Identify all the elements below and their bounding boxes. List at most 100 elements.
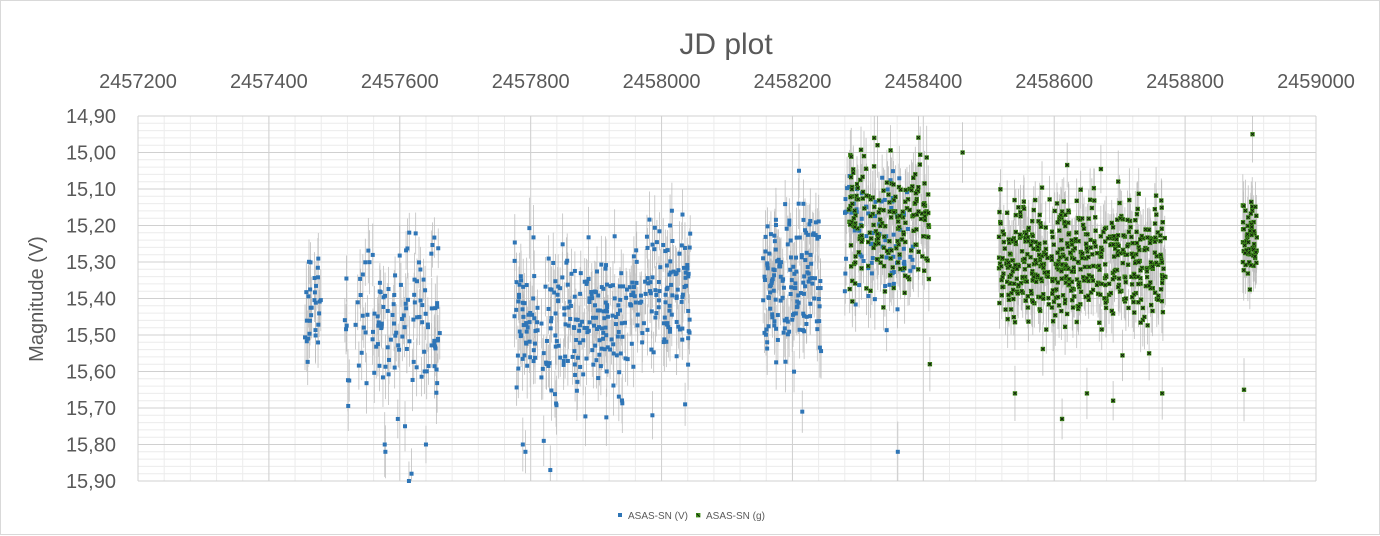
- data-point: [1145, 235, 1149, 239]
- data-point: [318, 300, 322, 304]
- data-point: [1007, 298, 1011, 302]
- data-point: [1083, 265, 1087, 269]
- data-point: [584, 357, 588, 361]
- data-point: [620, 321, 624, 325]
- data-point: [604, 333, 608, 337]
- data-point: [572, 349, 576, 353]
- data-point: [768, 284, 772, 288]
- data-point: [387, 372, 391, 376]
- data-point: [577, 329, 581, 333]
- data-point: [650, 413, 654, 417]
- data-point: [1063, 224, 1067, 228]
- data-point: [1040, 185, 1044, 189]
- data-point: [802, 292, 806, 296]
- data-point: [1137, 248, 1141, 252]
- data-point: [761, 298, 765, 302]
- data-point: [435, 305, 439, 309]
- x-tick-label: 2458000: [623, 71, 701, 93]
- data-point: [1160, 260, 1164, 264]
- data-point: [1124, 296, 1128, 300]
- data-point: [916, 185, 920, 189]
- data-point: [663, 316, 667, 320]
- data-point: [573, 295, 577, 299]
- data-point: [1113, 246, 1117, 250]
- data-point: [1000, 293, 1004, 297]
- data-point: [1068, 250, 1072, 254]
- data-point: [868, 214, 872, 218]
- data-point: [668, 259, 672, 263]
- data-point: [1111, 399, 1115, 403]
- data-point: [1134, 230, 1138, 234]
- data-point: [346, 404, 350, 408]
- data-point: [569, 304, 573, 308]
- data-point: [1039, 225, 1043, 229]
- data-point: [1243, 251, 1247, 255]
- data-point: [666, 248, 670, 252]
- data-point: [782, 286, 786, 290]
- data-point: [517, 293, 521, 297]
- data-point: [802, 274, 806, 278]
- data-point: [613, 234, 617, 238]
- data-point: [314, 333, 318, 337]
- data-point: [619, 271, 623, 275]
- x-tick-label: 2458200: [754, 71, 832, 93]
- data-point: [1003, 307, 1007, 311]
- data-point: [1153, 221, 1157, 225]
- data-point: [1002, 240, 1006, 244]
- data-point: [587, 277, 591, 281]
- data-point: [852, 208, 856, 212]
- legend-marker: [618, 513, 622, 517]
- data-point: [866, 264, 870, 268]
- data-point: [1121, 248, 1125, 252]
- data-point: [394, 331, 398, 335]
- data-point: [377, 320, 381, 324]
- data-point: [533, 329, 537, 333]
- data-point: [1036, 219, 1040, 223]
- data-point: [521, 315, 525, 319]
- data-point: [430, 343, 434, 347]
- data-point: [803, 228, 807, 232]
- y-tick-label: 15,20: [66, 216, 116, 238]
- data-point: [1135, 212, 1139, 216]
- data-point: [1085, 391, 1089, 395]
- data-point: [1050, 291, 1054, 295]
- data-point: [1065, 241, 1069, 245]
- data-point: [305, 339, 309, 343]
- data-point: [850, 299, 854, 303]
- data-point: [396, 343, 400, 347]
- data-point: [516, 354, 520, 358]
- data-point: [1038, 309, 1042, 313]
- data-point: [1064, 263, 1068, 267]
- data-point: [859, 240, 863, 244]
- data-point: [688, 331, 692, 335]
- data-point: [344, 327, 348, 331]
- data-point: [1160, 299, 1164, 303]
- data-point: [898, 187, 902, 191]
- data-point: [856, 186, 860, 190]
- data-point: [688, 246, 692, 250]
- y-tick-label: 14,90: [66, 106, 116, 128]
- data-point: [1026, 305, 1030, 309]
- data-point: [803, 284, 807, 288]
- data-point: [422, 350, 426, 354]
- data-point: [611, 384, 615, 388]
- data-point: [1000, 256, 1004, 260]
- data-point: [610, 337, 614, 341]
- data-point: [801, 281, 805, 285]
- data-point: [776, 338, 780, 342]
- data-point: [402, 313, 406, 317]
- data-point: [628, 302, 632, 306]
- data-point: [806, 265, 810, 269]
- data-point: [626, 357, 630, 361]
- data-point: [1154, 254, 1158, 258]
- data-point: [614, 322, 618, 326]
- data-point: [557, 344, 561, 348]
- data-point: [657, 298, 661, 302]
- data-point: [844, 197, 848, 201]
- data-point: [787, 222, 791, 226]
- data-point: [1053, 209, 1057, 213]
- data-point: [857, 250, 861, 254]
- data-point: [880, 254, 884, 258]
- data-point: [1029, 289, 1033, 293]
- data-point: [779, 260, 783, 264]
